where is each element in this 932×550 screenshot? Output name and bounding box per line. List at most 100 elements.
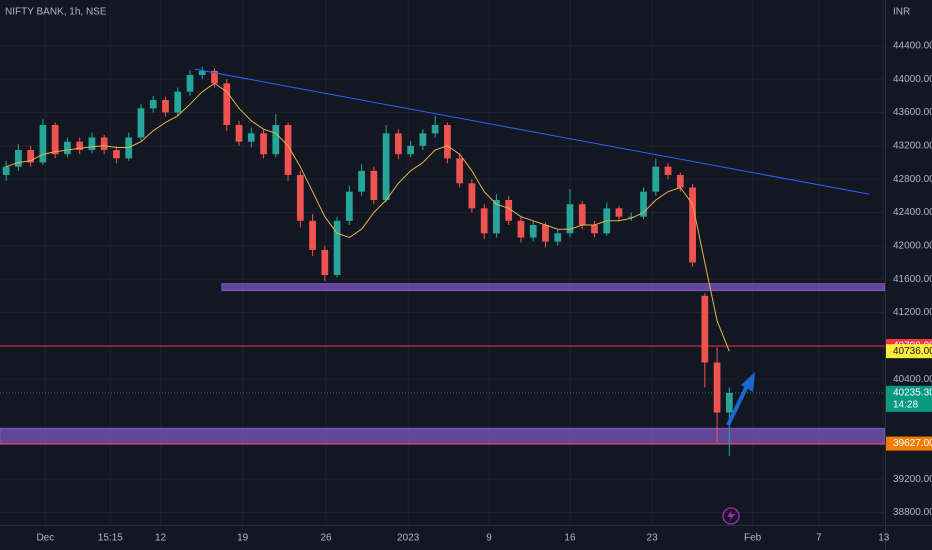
candle-body [321, 250, 329, 275]
y-tick-label: 42400.00 [893, 207, 932, 218]
x-tick-label: 26 [320, 533, 332, 544]
price-tag-label: 39627.00 [893, 438, 932, 449]
y-tick-label: 42800.00 [893, 174, 932, 185]
ma-tag-label: 40736.00 [893, 346, 932, 357]
candle-body [247, 133, 255, 142]
candle-body [517, 220, 525, 238]
line-layer [5, 68, 870, 352]
candle-body [566, 204, 574, 234]
moving-average [5, 82, 730, 352]
x-tick-label: 19 [237, 533, 249, 544]
x-tick-label: 23 [647, 533, 659, 544]
candle-body [407, 145, 415, 155]
candle-body [211, 70, 218, 84]
candle-body [652, 166, 660, 192]
candle-body [554, 233, 562, 242]
candle-body [431, 125, 439, 134]
price-tag [886, 385, 932, 412]
lightning-icon[interactable] [722, 507, 740, 525]
icon-ring[interactable] [722, 507, 740, 525]
trendline [194, 68, 870, 195]
candle-body [235, 125, 243, 142]
candle-body [272, 125, 280, 155]
axis-layer: 44400.00 44000.00 43600.00 43200.00 42800.00… [36, 40, 932, 544]
price-tag [886, 436, 932, 451]
candle-body [2, 166, 10, 175]
candle-body [689, 187, 696, 263]
zone [0, 427, 886, 445]
ma-tag [886, 344, 932, 359]
arrow-annotation [726, 372, 755, 426]
candle-body [382, 133, 390, 200]
candle-body [15, 150, 22, 167]
candle-body [223, 83, 231, 125]
candle-body [627, 216, 635, 218]
candle-body [468, 183, 476, 209]
candle-body [725, 392, 733, 413]
y-tick-label: 41600.00 [893, 274, 932, 285]
candle-body [640, 191, 647, 217]
y-tick-label: 40400.00 [893, 374, 932, 385]
candle-body [676, 175, 684, 188]
candle-body [27, 150, 35, 163]
candle-body [542, 225, 549, 242]
candle-body [51, 125, 59, 155]
x-tick-label: 7 [816, 533, 822, 544]
candle-body [615, 208, 623, 217]
y-tick-label: 44400.00 [893, 40, 932, 51]
candle-body [88, 137, 96, 150]
price-tag-label: 40235.30 [893, 388, 932, 399]
y-tick-label: 43200.00 [893, 140, 932, 151]
candle-body [370, 170, 378, 200]
candle-body [493, 200, 500, 234]
candle-layer [2, 66, 733, 456]
y-tick-label: 39200.00 [893, 474, 932, 485]
candle-body [395, 133, 402, 155]
candle-body [113, 150, 120, 159]
x-tick-label: 12 [155, 533, 167, 544]
candle-body [64, 141, 71, 155]
price-tag-sublabel: 14:28 [893, 400, 918, 411]
candle-body [162, 100, 169, 113]
candle-body [419, 133, 427, 146]
candle-body [578, 204, 586, 225]
candle-body [198, 70, 206, 75]
y-tick-label: 38800.00 [893, 507, 932, 518]
candle-body [664, 166, 672, 175]
candle-body [186, 75, 194, 92]
x-tick-label: Dec [36, 533, 54, 544]
arrow-head [741, 372, 755, 392]
candle-body [284, 125, 292, 175]
candle-body [333, 220, 341, 275]
candle-body [529, 225, 537, 238]
chart-title: NIFTY BANK, 1h, NSE [5, 7, 107, 18]
candle-body [296, 175, 304, 221]
x-tick-label: 13 [878, 533, 890, 544]
candle-body [39, 125, 47, 163]
candle-body [505, 200, 513, 221]
x-tick-label: 16 [564, 533, 576, 544]
candle-body [480, 208, 488, 234]
candle-body [701, 295, 709, 363]
candle-body [137, 108, 145, 138]
candle-body [713, 362, 721, 413]
candle-body [345, 191, 353, 221]
candle-body [174, 91, 182, 113]
y-tick-label: 44000.00 [893, 74, 932, 85]
candle-body [260, 133, 267, 155]
candle-body [444, 125, 451, 159]
y-tick-label: 43600.00 [893, 107, 932, 118]
candle-body [76, 141, 84, 150]
candle-body [100, 137, 108, 150]
x-tick-label: 15:15 [98, 533, 123, 544]
icon-bolt[interactable] [727, 510, 735, 522]
candle-body [456, 158, 464, 184]
x-tick-label: 2023 [397, 533, 420, 544]
candle-body [591, 225, 598, 234]
y-tick-label: 41200.00 [893, 307, 932, 318]
candle-body [149, 100, 157, 109]
y-tick-label: 42000.00 [893, 240, 932, 251]
